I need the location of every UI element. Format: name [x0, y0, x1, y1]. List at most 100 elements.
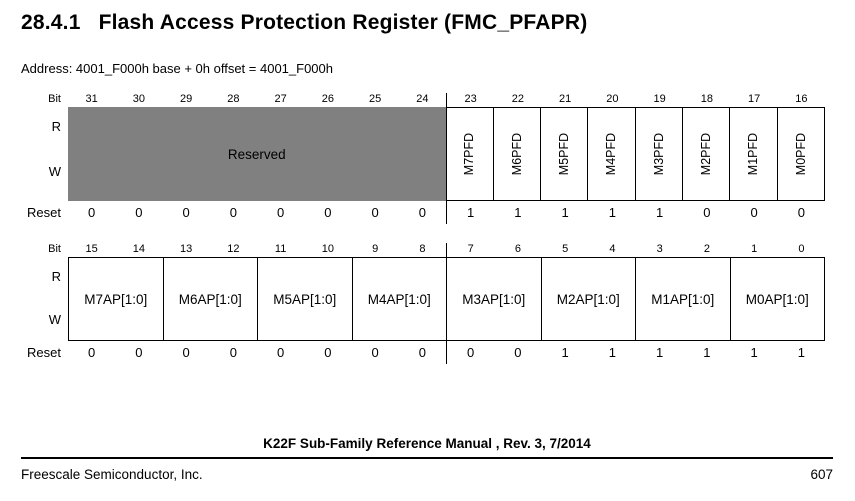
low-word-field-cells: M7AP[1:0] M6AP[1:0] M5AP[1:0] M4AP[1:0] M3AP… — [68, 257, 825, 341]
reset-value: 0 — [371, 205, 379, 220]
field-cell-m7ap: M7AP[1:0] — [84, 291, 148, 307]
reset-value: 1 — [514, 205, 522, 220]
field-cell-m2ap: M2AP[1:0] — [540, 258, 636, 340]
field-cell-m5ap: M5AP[1:0] — [257, 258, 352, 340]
field-label: M3PFD — [651, 132, 666, 176]
bit-label: Bit — [48, 243, 61, 255]
field-cell-m3ap: M3AP[1:0] — [446, 258, 541, 340]
reset-label: Reset — [27, 205, 61, 220]
reset-value: 1 — [656, 345, 664, 360]
reset-value: 0 — [229, 205, 237, 220]
reset-value: 0 — [446, 341, 494, 364]
low-word-bit-row: Bit 15 14 13 12 11 10 9 8 7 6 5 4 3 2 1 0 — [21, 238, 825, 257]
bit-number: 0 — [798, 243, 805, 255]
reset-value: 0 — [418, 205, 426, 220]
field-label: M4PFD — [604, 132, 619, 176]
bit-number: 29 — [180, 93, 193, 105]
bit-number: 7 — [446, 243, 494, 257]
low-word-reset-row: Reset 0 0 0 0 0 0 0 0 0 0 1 1 1 1 1 1 — [21, 341, 825, 364]
reset-value: 0 — [277, 345, 285, 360]
reset-value: 1 — [656, 205, 664, 220]
bit-number: 4 — [609, 243, 616, 255]
bit-number: 15 — [85, 243, 98, 255]
section-heading: 28.4.1 Flash Access Protection Register … — [21, 11, 587, 35]
field-cell-m6ap: M6AP[1:0] — [162, 258, 258, 340]
reset-value: 1 — [561, 345, 569, 360]
bit-number: 30 — [132, 93, 145, 105]
reset-value: 0 — [750, 205, 758, 220]
high-word-field-cells: Reserved M7PFD M6PFD M5PFD M4PFD M3PFD M2PFD M… — [68, 107, 825, 201]
section-title: Flash Access Protection Register (FMC_PF… — [98, 11, 588, 34]
reset-value: 0 — [797, 205, 805, 220]
field-label: M5PFD — [557, 132, 572, 176]
reset-value: 0 — [88, 345, 96, 360]
low-word-body: R W M7AP[1:0] M6AP[1:0] M5AP[1:0] M4AP[1:0]… — [21, 257, 825, 341]
bit-number: 5 — [562, 243, 569, 255]
reset-value: 0 — [229, 345, 237, 360]
field-cell-m4pfd: M4PFD — [587, 108, 634, 200]
bit-number: 22 — [511, 93, 524, 105]
high-word-body: R W Reserved M7PFD M6PFD M5PFD M4PFD M3PFD M2… — [21, 107, 825, 201]
bit-number: 9 — [372, 243, 379, 255]
reset-value: 0 — [88, 205, 96, 220]
high-word-reset-values: 0 0 0 0 0 0 0 0 1 1 1 1 1 0 0 0 — [68, 201, 825, 224]
reset-value: 1 — [446, 201, 494, 224]
high-word-fields: M7PFD M6PFD M5PFD M4PFD M3PFD M2PFD M1PFD M0PFD — [445, 107, 825, 201]
bit-number: 13 — [180, 243, 193, 255]
low-word-fields: M7AP[1:0] M6AP[1:0] M5AP[1:0] M4AP[1:0] M3AP… — [68, 257, 825, 341]
bit-number: 1 — [751, 243, 758, 255]
read-label: R — [51, 269, 61, 284]
reserved-field: Reserved — [68, 107, 446, 201]
rw-labels: R W — [21, 107, 68, 201]
reset-value: 1 — [608, 345, 616, 360]
bit-number: 28 — [227, 93, 240, 105]
reset-value: 0 — [135, 205, 143, 220]
reset-value: 0 — [703, 205, 711, 220]
reset-value: 0 — [182, 205, 190, 220]
field-label: M6PFD — [509, 132, 524, 176]
reset-value: 1 — [561, 205, 569, 220]
field-cell-m0pfd: M0PFD — [776, 108, 824, 200]
reset-value: 0 — [514, 345, 522, 360]
rw-labels: R W — [21, 257, 68, 341]
field-label: M2PFD — [699, 132, 714, 176]
bit-number: 14 — [132, 243, 145, 255]
bit-number: 23 — [446, 93, 494, 107]
low-word-reset-values: 0 0 0 0 0 0 0 0 0 0 1 1 1 1 1 1 — [68, 341, 825, 364]
reset-value: 0 — [277, 205, 285, 220]
bit-number: 20 — [606, 93, 619, 105]
bit-label: Bit — [48, 93, 61, 105]
reset-value: 0 — [371, 345, 379, 360]
field-label: M7PFD — [462, 132, 477, 176]
field-label: M0PFD — [793, 132, 808, 176]
bit-number: 27 — [274, 93, 287, 105]
bit-number: 11 — [274, 243, 287, 255]
publisher: Freescale Semiconductor, Inc. — [21, 467, 203, 482]
bit-number: 25 — [369, 93, 382, 105]
manual-title: K22F Sub-Family Reference Manual , Rev. … — [263, 436, 591, 451]
footer-rule — [21, 457, 833, 459]
bit-number: 21 — [559, 93, 572, 105]
bit-number: 17 — [748, 93, 761, 105]
field-cell-m1pfd: M1PFD — [729, 108, 776, 200]
bit-number: 8 — [419, 243, 426, 255]
low-word-table: Bit 15 14 13 12 11 10 9 8 7 6 5 4 3 2 1 0 R W M7AP[1:0]… — [21, 238, 825, 364]
field-cell-m1ap: M1AP[1:0] — [635, 258, 730, 340]
footer-bottom-row: Freescale Semiconductor, Inc. 607 — [21, 467, 833, 482]
page-footer: K22F Sub-Family Reference Manual , Rev. … — [21, 436, 833, 482]
register-diagram: Bit 31 30 29 28 27 26 25 24 23 22 21 20 19 18 17 16 R W… — [21, 88, 825, 364]
reset-value: 0 — [324, 345, 332, 360]
bit-number: 31 — [85, 93, 98, 105]
reset-value: 1 — [608, 205, 616, 220]
reset-value: 1 — [703, 345, 711, 360]
field-cell-m6pfd: M6PFD — [492, 108, 540, 200]
bit-number: 18 — [700, 93, 713, 105]
reset-value: 0 — [135, 345, 143, 360]
section-number: 28.4.1 — [21, 11, 81, 34]
reset-value: 0 — [324, 205, 332, 220]
bit-number: 16 — [795, 93, 808, 105]
reset-value: 1 — [750, 345, 758, 360]
reset-value: 1 — [797, 345, 805, 360]
field-cell-m3pfd: M3PFD — [634, 108, 682, 200]
